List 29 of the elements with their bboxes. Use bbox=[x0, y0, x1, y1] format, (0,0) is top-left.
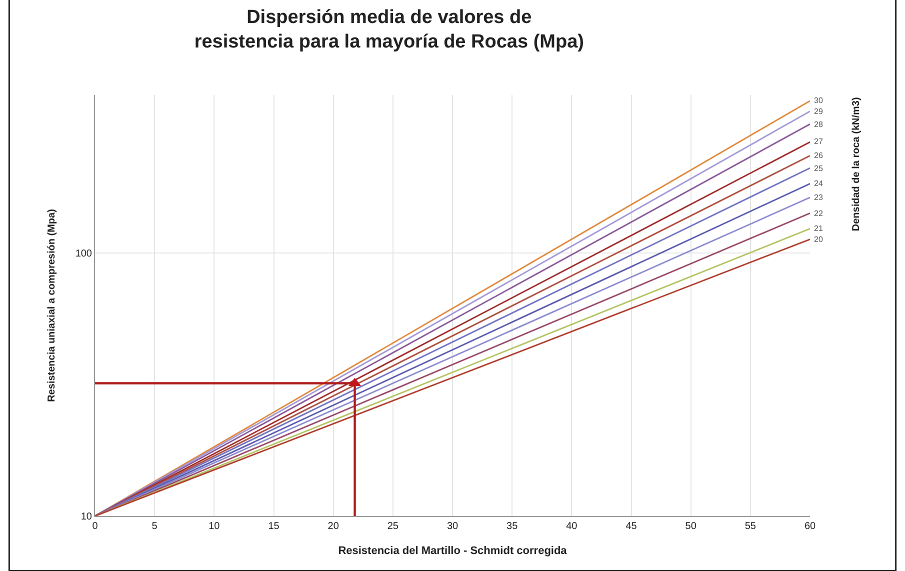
series-label: 23 bbox=[814, 193, 824, 202]
x-axis-title: Resistencia del Martillo - Schmidt corregida bbox=[338, 545, 568, 558]
x-tick-label: 10 bbox=[208, 521, 220, 532]
x-tick-label: 50 bbox=[685, 521, 697, 532]
x-tick-label: 0 bbox=[92, 521, 98, 532]
x-tick-label: 45 bbox=[626, 521, 638, 532]
x-tick-label: 30 bbox=[446, 521, 458, 532]
x-tick-label: 20 bbox=[328, 521, 340, 532]
series-label: 27 bbox=[814, 137, 824, 146]
series-label: 24 bbox=[814, 179, 824, 188]
x-tick-label: 35 bbox=[506, 521, 518, 532]
y-axis-title: Resistencia uniaxial a compresión (Mpa) bbox=[46, 209, 58, 402]
series-label: 25 bbox=[814, 164, 824, 173]
series-label: 30 bbox=[814, 96, 824, 105]
y2-axis-title: Densidad de la roca (kN/m3) bbox=[851, 97, 862, 232]
series-label: 20 bbox=[814, 235, 824, 244]
series-label: 21 bbox=[814, 224, 824, 233]
x-tick-label: 15 bbox=[268, 521, 280, 532]
x-tick-label: 40 bbox=[566, 521, 578, 532]
x-tick-label: 5 bbox=[152, 521, 158, 532]
chart-title: Dispersión media de valores de resistencia para la mayoría de Rocas (Mpa) bbox=[194, 6, 584, 53]
series-label: 29 bbox=[814, 107, 824, 116]
x-tick-label: 55 bbox=[744, 521, 756, 532]
x-tick-label: 25 bbox=[387, 521, 399, 532]
series-label: 26 bbox=[814, 151, 824, 160]
y-tick-label: 100 bbox=[75, 248, 92, 260]
series-label: 28 bbox=[814, 120, 824, 129]
x-tick-label: 60 bbox=[804, 521, 816, 532]
series-label: 22 bbox=[814, 209, 824, 218]
